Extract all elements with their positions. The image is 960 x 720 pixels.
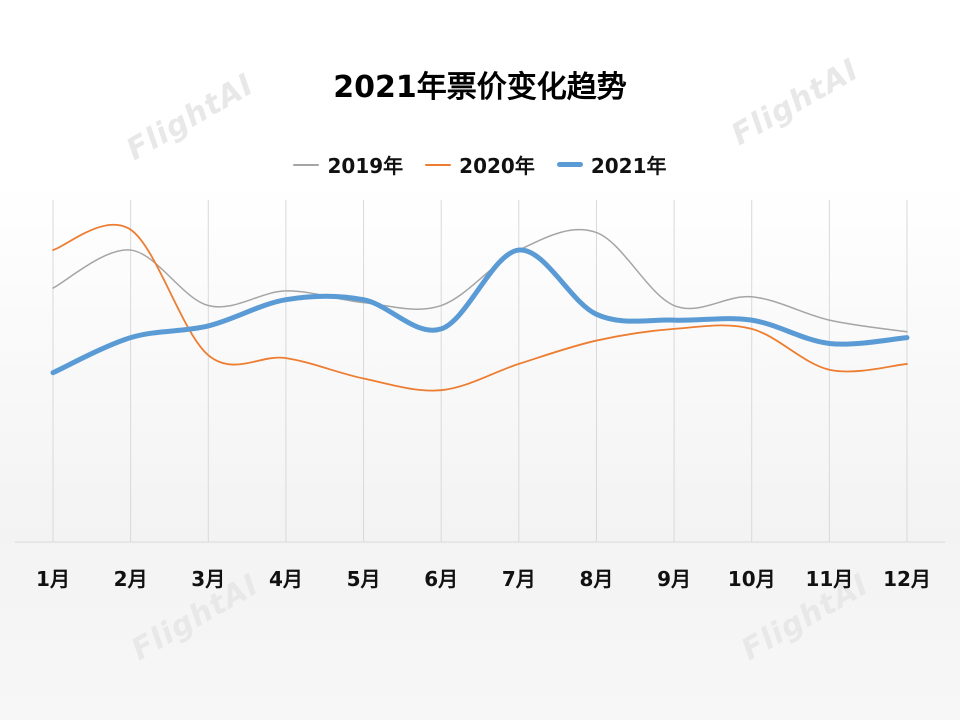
legend-label: 2021年 bbox=[590, 154, 667, 178]
chart-legend: 2019年 2020年 2021年 bbox=[0, 150, 960, 179]
x-tick-label: 2月 bbox=[114, 567, 148, 591]
x-tick-label: 5月 bbox=[347, 567, 381, 591]
series-line-2020年 bbox=[52, 223, 908, 392]
plot-background bbox=[0, 180, 960, 720]
legend-item: 2019年 bbox=[293, 150, 403, 179]
x-tick-label: 12月 bbox=[883, 567, 931, 591]
legend-label: 2019年 bbox=[327, 154, 404, 178]
legend-swatch bbox=[556, 162, 583, 167]
x-tick-label: 11月 bbox=[805, 567, 853, 591]
x-tick-label: 7月 bbox=[502, 567, 536, 591]
legend-item: 2020年 bbox=[425, 150, 535, 179]
legend-label: 2020年 bbox=[459, 154, 535, 178]
x-tick-label: 9月 bbox=[657, 567, 691, 591]
series-line-2019年 bbox=[52, 228, 908, 333]
x-tick-label: 3月 bbox=[191, 567, 225, 591]
chart-title: 2021年票价变化趋势 bbox=[333, 70, 627, 105]
x-tick-label: 8月 bbox=[579, 567, 613, 591]
x-tick-label: 10月 bbox=[728, 567, 776, 591]
x-tick-label: 4月 bbox=[269, 567, 303, 591]
legend-swatch bbox=[425, 163, 452, 166]
x-tick-label: 1月 bbox=[36, 567, 70, 591]
x-tick-label: 6月 bbox=[424, 567, 458, 591]
series-line-2021年 bbox=[50, 247, 910, 376]
legend-swatch bbox=[293, 163, 320, 166]
legend-item: 2021年 bbox=[556, 150, 667, 179]
